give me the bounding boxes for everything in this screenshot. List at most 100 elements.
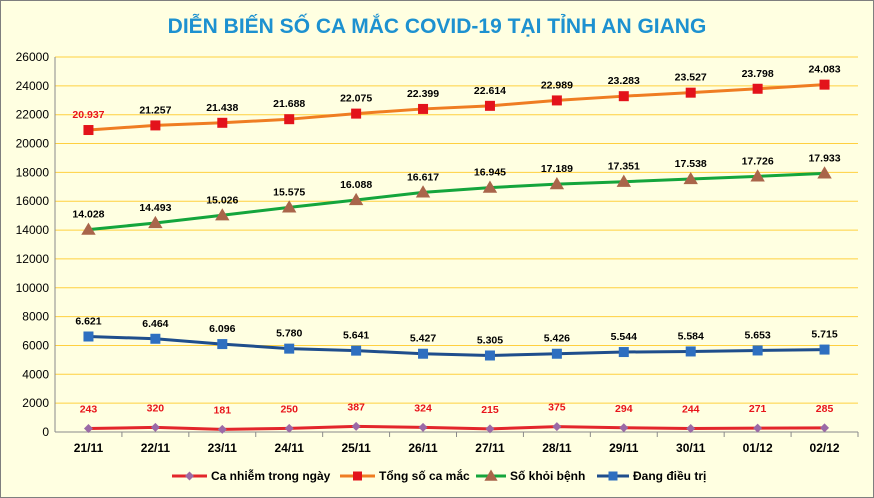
data-label: 387 <box>347 401 365 413</box>
data-point <box>348 192 364 206</box>
data-label: 271 <box>749 403 767 415</box>
data-label: 24.083 <box>808 64 840 76</box>
x-tick-label: 29/11 <box>609 441 639 455</box>
data-label: 16.617 <box>407 171 439 183</box>
data-label: 5.544 <box>611 331 637 343</box>
series-line <box>88 335 825 357</box>
data-label: 15.026 <box>206 194 238 206</box>
legend: Ca nhiễm trong ngày Tổng số ca mắc Số khỏi… <box>172 468 706 483</box>
legend-marker <box>185 471 194 481</box>
data-point <box>351 421 361 431</box>
data-label: 21.688 <box>273 98 305 110</box>
data-label: 324 <box>414 402 432 414</box>
data-point <box>150 333 161 344</box>
data-label: 243 <box>80 403 98 415</box>
data-point <box>418 348 429 359</box>
data-label: 21.257 <box>139 104 171 116</box>
data-point <box>484 350 495 361</box>
data-label: 181 <box>214 404 232 416</box>
data-point <box>217 339 228 350</box>
data-point <box>217 117 228 128</box>
data-point <box>552 422 562 432</box>
data-label: 17.351 <box>608 161 640 173</box>
data-label: 14.028 <box>72 209 104 221</box>
y-tick-label: 8000 <box>22 310 49 324</box>
x-tick-label: 24/11 <box>275 441 305 455</box>
series-ca-nhiem-trong-ngay: 243 320 181 250 387 324 215 375 294 244 271 285 <box>80 401 834 434</box>
data-label: 6.096 <box>209 323 235 335</box>
legend-item: Tổng số ca mắc <box>340 468 470 483</box>
legend-marker <box>608 471 618 481</box>
data-point <box>683 171 698 185</box>
data-point <box>351 345 362 356</box>
data-label: 294 <box>615 403 633 415</box>
data-label: 17.189 <box>541 163 573 175</box>
y-tick-label: 24000 <box>16 79 50 93</box>
data-point <box>282 200 297 213</box>
data-label: 5.653 <box>744 329 770 341</box>
x-tick-label: 21/11 <box>74 441 104 455</box>
x-tick-label: 02/12 <box>810 441 840 455</box>
data-point <box>752 345 763 356</box>
x-tick-label: 30/11 <box>676 441 706 455</box>
data-point <box>418 103 429 114</box>
legend-label: Đang điều trị <box>633 469 706 483</box>
data-label: 6.621 <box>75 316 101 328</box>
data-label: 23.798 <box>742 68 774 80</box>
data-label: 285 <box>816 403 834 415</box>
data-label: 17.726 <box>742 155 774 167</box>
data-label: 215 <box>481 404 499 416</box>
data-point <box>485 424 495 434</box>
data-point <box>618 91 629 102</box>
y-tick-label: 2000 <box>22 396 49 410</box>
legend-item: Ca nhiễm trong ngày <box>172 468 331 483</box>
x-tick-label: 23/11 <box>208 441 238 455</box>
data-point <box>819 79 830 90</box>
y-tick-label: 26000 <box>16 50 50 64</box>
data-point <box>150 120 161 131</box>
grid-lines <box>55 56 858 404</box>
data-point <box>150 422 160 432</box>
data-point <box>817 166 832 179</box>
data-label: 14.493 <box>139 202 171 214</box>
x-axis: 21/11 22/11 23/11 24/11 25/11 26/11 27/11 28/11… <box>55 431 859 455</box>
data-point <box>482 180 498 193</box>
data-label: 5.584 <box>678 330 704 342</box>
data-label: 5.305 <box>477 334 503 346</box>
data-point <box>215 208 230 221</box>
x-tick-label: 28/11 <box>542 441 572 455</box>
y-tick-label: 16000 <box>16 194 50 208</box>
data-point <box>618 347 629 358</box>
data-label: 5.780 <box>276 328 302 340</box>
y-tick-label: 6000 <box>22 338 49 352</box>
data-label: 22.399 <box>407 88 439 100</box>
data-point <box>750 169 765 182</box>
x-tick-label: 01/12 <box>743 441 773 455</box>
data-point <box>616 174 631 187</box>
legend-marker <box>353 471 362 481</box>
data-point <box>418 422 428 432</box>
data-point <box>685 87 696 98</box>
data-point <box>83 423 93 433</box>
x-tick-label: 27/11 <box>475 441 505 455</box>
data-point <box>81 222 96 235</box>
series-line <box>88 171 825 232</box>
data-label: 250 <box>280 403 298 415</box>
data-label: 5.427 <box>410 333 436 345</box>
data-point <box>551 95 562 106</box>
series-line <box>88 424 825 431</box>
x-tick-label: 22/11 <box>141 441 171 455</box>
y-tick-label: 12000 <box>16 252 50 266</box>
data-point <box>284 114 295 125</box>
data-label: 20.937 <box>72 109 104 121</box>
y-tick-label: 10000 <box>16 281 50 295</box>
data-label: 22.614 <box>474 85 506 97</box>
y-axis: 0 2000 4000 6000 8000 10000 12000 14000 16000 180… <box>16 50 56 439</box>
data-label: 5.426 <box>544 333 570 345</box>
data-label: 5.715 <box>811 329 837 341</box>
data-point <box>820 423 830 433</box>
y-tick-label: 22000 <box>16 108 50 122</box>
data-point <box>83 331 94 342</box>
series-so-khoi-benh: 14.028 14.493 15.026 15.575 16.088 16.617 16.9… <box>72 152 841 235</box>
